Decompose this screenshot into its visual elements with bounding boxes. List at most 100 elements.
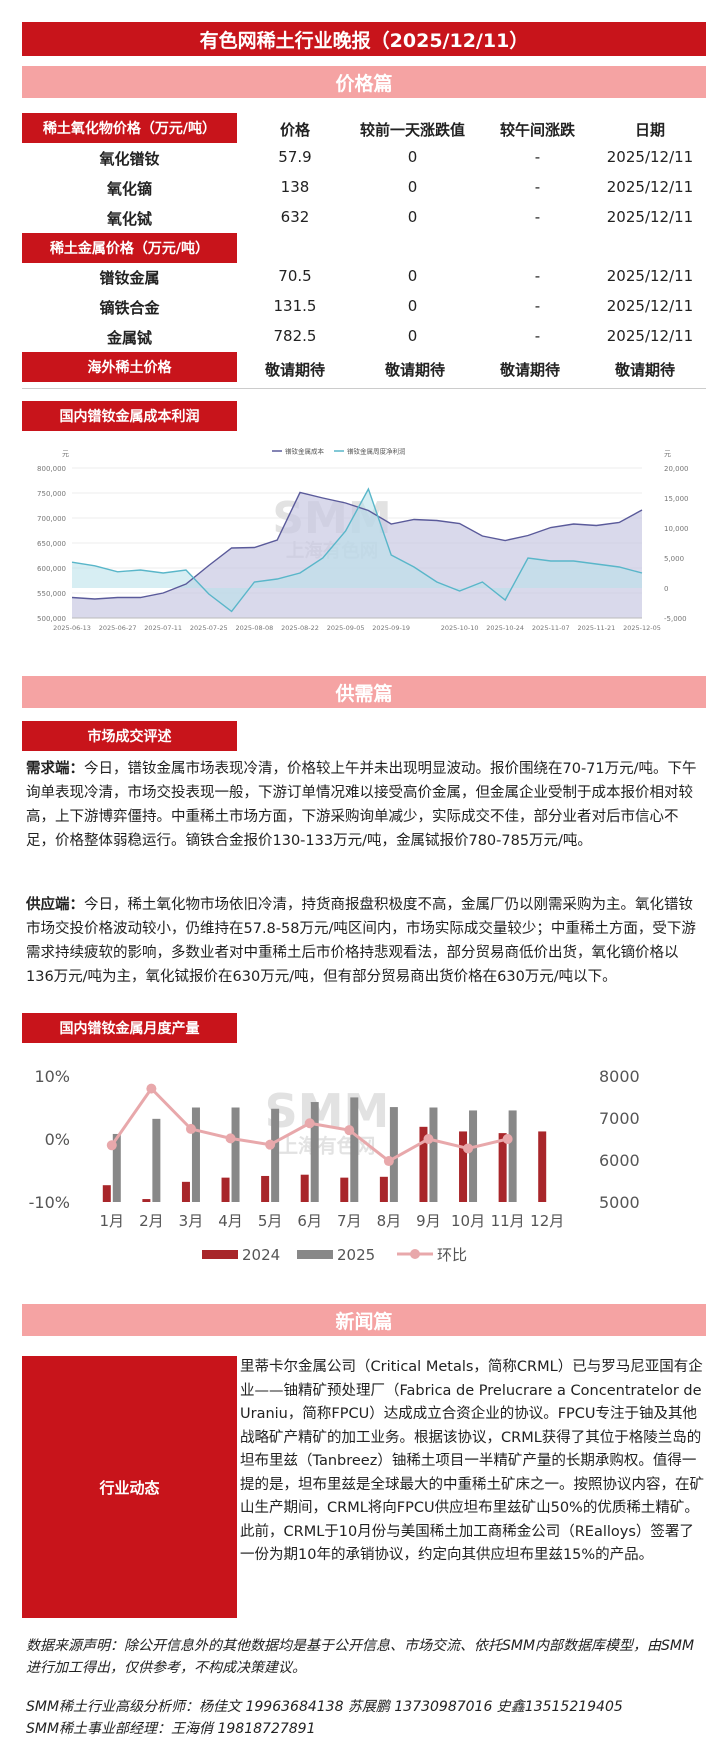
y-right-tick: 20,000 [664, 465, 689, 473]
bar-2024 [300, 1174, 309, 1202]
bar-2025 [310, 1102, 319, 1202]
price-cell-noon: - [534, 297, 541, 315]
divider [22, 388, 706, 389]
x-tick: 2025-11-21 [578, 624, 616, 632]
bar-2025 [429, 1107, 438, 1202]
mom-point [146, 1083, 157, 1094]
price-cell-price: 138 [280, 178, 310, 196]
y-right-tick: -5,000 [664, 615, 687, 623]
legend-swatch [297, 1250, 333, 1259]
mom-point [502, 1134, 513, 1144]
report-title: 有色网稀土行业晚报（2025/12/11） [22, 22, 706, 56]
bar-2024 [459, 1131, 468, 1202]
x-tick: 2025-09-05 [327, 624, 365, 632]
y-right-tick: 7000 [599, 1109, 640, 1128]
profit-line [71, 487, 643, 613]
price-cell-change: 0 [407, 327, 418, 345]
supply-label: 供应端： [26, 897, 84, 913]
y-right-tick: 10,000 [664, 525, 689, 533]
x-category: 11月 [491, 1212, 525, 1230]
bar-2024 [181, 1181, 190, 1202]
price-cell-change: 0 [407, 208, 418, 226]
mom-point [265, 1139, 276, 1150]
x-category: 7月 [337, 1212, 362, 1230]
price-cell-price: 57.9 [278, 148, 312, 166]
bar-2024 [538, 1131, 547, 1202]
bar-2024 [221, 1177, 230, 1202]
y-left-tick: 600,000 [37, 565, 66, 573]
price-cell-date: 2025/12/11 [606, 297, 694, 315]
price-cell-change: 0 [407, 267, 418, 285]
y-right-tick: 0 [664, 585, 668, 593]
x-category: 6月 [297, 1212, 322, 1230]
bar-2024 [419, 1126, 428, 1202]
y-left-tick: 650,000 [37, 540, 66, 548]
cost-profit-chart-title: 国内镨钕金属成本利润 [22, 401, 237, 431]
monthly-output-chart-title: 国内镨钕金属月度产量 [22, 1013, 237, 1043]
x-category: 12月 [530, 1212, 564, 1230]
col-change: 较前一天涨跌值 [359, 121, 465, 139]
x-category: 4月 [218, 1212, 243, 1230]
x-tick: 2025-06-27 [99, 624, 137, 632]
legend-swatch-dot [410, 1249, 420, 1259]
price-cell-date: 2025/12/11 [606, 208, 694, 226]
supply-text: 今日，稀土氧化物市场依旧冷清，持货商报盘积极度不高，金属厂仍以刚需采购为主。氧化… [26, 897, 696, 985]
bar-2024 [379, 1176, 388, 1202]
mom-point [304, 1118, 315, 1129]
y-right-tick: 5000 [599, 1193, 640, 1212]
price-cell-name: 金属铽 [106, 329, 152, 347]
price-cell-noon: - [534, 178, 541, 196]
y-left-tick: 0% [45, 1130, 70, 1149]
section-supply-demand: 供需篇 [22, 676, 706, 708]
mom-point [185, 1123, 196, 1134]
mom-point [463, 1143, 474, 1154]
price-cell-change: 0 [407, 178, 418, 196]
col-price: 价格 [279, 121, 310, 139]
legend-label: 镨钕金属成本 [285, 447, 325, 456]
bar-2025 [508, 1110, 517, 1202]
supply-paragraph: 供应端：今日，稀土氧化物市场依旧冷清，持货商报盘积极度不高，金属厂仍以刚需采购为… [26, 893, 706, 989]
price-cell-name: 氧化镨钕 [99, 150, 160, 168]
overseas-value: 敬请期待 [264, 361, 325, 379]
price-cell-noon: - [534, 267, 541, 285]
watermark-logo: SMM [265, 1084, 390, 1138]
bar-2024 [142, 1199, 151, 1202]
price-cell-noon: - [534, 327, 541, 345]
price-cell-date: 2025/12/11 [606, 178, 694, 196]
oxide-price-header: 稀土氧化物价格（万元/吨） [22, 113, 237, 143]
x-tick: 2025-11-07 [532, 624, 570, 632]
y-left-tick: 750,000 [37, 490, 66, 498]
legend-label: 2024 [242, 1246, 280, 1264]
price-cell-price: 70.5 [278, 267, 312, 285]
y-right-tick: 15,000 [664, 495, 689, 503]
news-text: 里蒂卡尔金属公司（Critical Metals，简称CRML）已与罗马尼亚国有… [240, 1359, 704, 1563]
y-right-unit: 元 [664, 450, 671, 458]
y-right-tick: 5,000 [664, 555, 684, 563]
y-right-tick: 6000 [599, 1151, 640, 1170]
mom-point [344, 1125, 355, 1136]
x-tick: 2025-07-25 [190, 624, 228, 632]
x-category: 3月 [179, 1212, 204, 1230]
mom-point [383, 1156, 394, 1167]
x-category: 9月 [416, 1212, 441, 1230]
x-category: 2月 [139, 1212, 164, 1230]
mom-point [225, 1133, 236, 1144]
x-tick: 2025-08-22 [281, 624, 319, 632]
x-tick: 2025-07-11 [144, 624, 182, 632]
bar-2025 [389, 1107, 398, 1202]
y-left-tick: 500,000 [37, 615, 66, 623]
x-tick: 2025-09-19 [372, 624, 410, 632]
price-cell-price: 632 [280, 208, 310, 226]
price-cell-name: 镨钕金属 [99, 269, 160, 287]
y-left-tick: 10% [34, 1067, 70, 1086]
manager-contact: SMM稀土事业部经理：王海俏 19818727891 [26, 1721, 316, 1737]
price-cell-change: 0 [407, 148, 418, 166]
profit-area [72, 489, 642, 612]
price-cell-change: 0 [407, 297, 418, 315]
bar-2025 [152, 1118, 161, 1202]
bar-2025 [350, 1097, 359, 1202]
analysts-contact: SMM稀土行业高级分析师：杨佳文 19963684138 苏展鹏 1373098… [26, 1699, 623, 1715]
x-tick: 2025-10-24 [486, 624, 524, 632]
y-left-tick: 700,000 [37, 515, 66, 523]
